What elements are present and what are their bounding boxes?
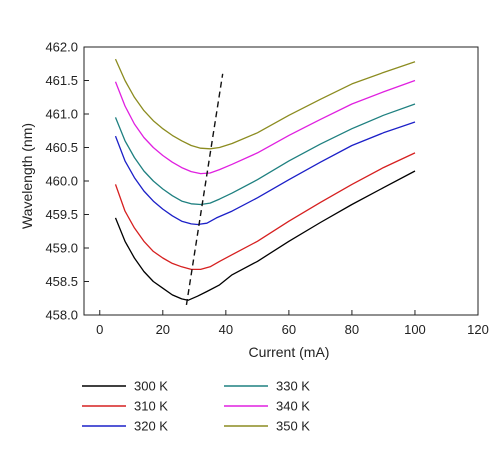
legend-label-340-k: 340 K [276,399,310,414]
y-tick-label: 458.5 [45,274,78,289]
trend-layer [185,73,224,306]
x-tick-label: 120 [467,322,489,337]
y-tick-label: 459.0 [45,241,78,256]
x-axis-ticks: 0 20 40 60 80 100 120 [96,310,489,337]
series-line-300-k [114,170,416,301]
x-tick-label: 40 [219,322,233,337]
y-tick-label: 461.0 [45,107,78,122]
series-layer [114,58,416,301]
x-tick-label: 0 [96,322,103,337]
y-axis-ticks: 458.0 458.5 459.0 459.5 460.0 460.5 461.0 461.5… [45,40,89,323]
series-line-350-k [114,58,416,150]
series-line-310-k [114,152,416,271]
legend-label-300-k: 300 K [134,379,168,394]
y-tick-label: 460.0 [45,174,78,189]
series-line-320-k [114,121,416,226]
x-axis-title: Current (mA) [249,344,330,360]
y-axis-title: Wavelength (nm) [19,123,35,229]
x-tick-label: 100 [404,322,426,337]
x-tick-label: 20 [156,322,170,337]
plot-frame [83,46,479,316]
y-tick-label: 460.5 [45,140,78,155]
legend-label-330-k: 330 K [276,379,310,394]
min-wavelength-trend-line [185,73,224,306]
series-line-330-k [114,103,416,206]
y-tick-label: 462.0 [45,40,78,55]
y-tick-label: 458.0 [45,308,78,323]
plot-area [83,46,479,316]
x-tick-label: 80 [345,322,359,337]
y-tick-label: 459.5 [45,207,78,222]
legend: 300 K 310 K 320 K 330 K 340 K 350 K [82,379,310,434]
legend-label-350-k: 350 K [276,419,310,434]
legend-label-310-k: 310 K [134,399,168,414]
legend-label-320-k: 320 K [134,419,168,434]
series-line-340-k [114,79,416,175]
x-tick-label: 60 [282,322,296,337]
y-tick-label: 461.5 [45,73,78,88]
